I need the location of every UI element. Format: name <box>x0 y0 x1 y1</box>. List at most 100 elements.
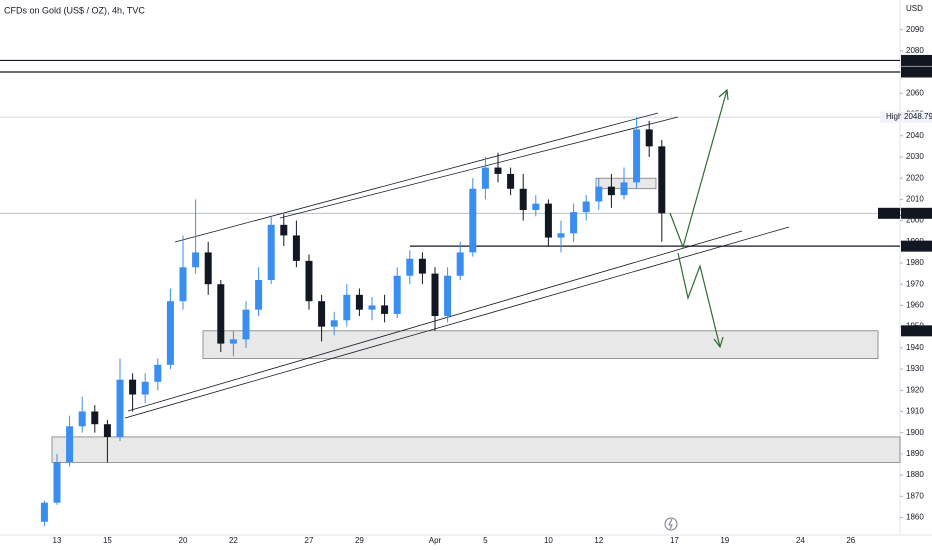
zones <box>51 177 901 463</box>
y-axis-label: USD <box>906 4 923 13</box>
high-tag: High <box>886 112 902 121</box>
candle-body <box>469 188 477 253</box>
candle-body <box>343 294 351 321</box>
candle-body <box>582 201 590 213</box>
candle-body <box>431 273 439 317</box>
y-tick-label: 2020 <box>906 173 924 182</box>
y-tick-label: 2030 <box>906 152 924 161</box>
candle-body <box>595 186 603 202</box>
price-tag: 1948.02 <box>904 326 932 335</box>
candle-body <box>418 258 426 274</box>
trend-line <box>279 116 679 219</box>
x-tick-label: 15 <box>103 536 112 545</box>
x-tick-label: 10 <box>544 536 553 545</box>
x-tick-label: Apr <box>429 536 442 545</box>
high-tag-bg <box>880 111 900 123</box>
candle-body <box>103 424 111 437</box>
candle-body <box>519 188 527 210</box>
candle-body <box>229 339 237 344</box>
candle-body <box>280 224 288 236</box>
candle-body <box>217 284 225 344</box>
candle-body <box>381 305 389 314</box>
zone <box>202 330 879 359</box>
y-tick-label: 1870 <box>906 491 924 500</box>
candle-body <box>305 260 313 302</box>
price-tag-bg <box>901 240 932 252</box>
candle-body <box>242 309 250 340</box>
y-tick-label: 2010 <box>906 194 924 203</box>
candle-body <box>53 462 61 503</box>
candle-body <box>78 411 86 427</box>
candle-body <box>393 275 401 314</box>
candles <box>40 117 666 527</box>
candle-body <box>544 203 552 238</box>
price-tag-bg <box>901 54 932 66</box>
arrowhead <box>718 88 729 101</box>
symbol-tag: GOLD <box>881 208 904 217</box>
x-tick-label: 5 <box>483 536 488 545</box>
y-tick-label: 2080 <box>906 46 924 55</box>
trend-line <box>174 112 659 243</box>
candle-body <box>91 411 99 425</box>
candle-body <box>192 252 200 268</box>
price-tag: 1987.95 <box>904 241 932 250</box>
candle-body <box>204 252 212 285</box>
candle-body <box>645 129 653 147</box>
zone <box>51 436 901 463</box>
icon-circle[interactable] <box>664 517 678 531</box>
candle-body <box>557 233 565 238</box>
candle-body <box>179 267 187 302</box>
candle-body <box>368 305 376 310</box>
candle-body <box>620 182 628 196</box>
y-tick-label: 1880 <box>906 470 924 479</box>
x-tick-label: 29 <box>355 536 364 545</box>
y-tick-label: 1910 <box>906 407 924 416</box>
candle-body <box>154 364 162 382</box>
y-tick-label: 1980 <box>906 258 924 267</box>
candle-body <box>116 379 124 437</box>
x-tick-label: 26 <box>846 536 855 545</box>
candle-body <box>481 167 489 189</box>
chart-title: CFDs on Gold (US$ / OZ), 4h, TVC <box>4 5 145 15</box>
price-tag-bg <box>901 207 932 219</box>
trend-channel <box>124 112 790 419</box>
y-tick-label: 1960 <box>906 301 924 310</box>
price-tag-bg <box>901 66 932 78</box>
x-tick-label: 17 <box>670 536 679 545</box>
candle-body <box>570 212 578 234</box>
candle-body <box>330 320 338 327</box>
replay-icon[interactable] <box>664 517 678 531</box>
y-tick-label: 1900 <box>906 428 924 437</box>
y-tick-label: 2060 <box>906 88 924 97</box>
candle-body <box>494 167 502 174</box>
x-tick-label: 12 <box>594 536 603 545</box>
candle-body <box>607 186 615 196</box>
y-tick-label: 2090 <box>906 25 924 34</box>
candle-body <box>456 252 464 276</box>
price-tag: 2070.06 <box>904 67 932 76</box>
levels <box>0 59 900 247</box>
candle-body <box>129 379 137 395</box>
y-tick-label: 2000 <box>906 216 924 225</box>
price-tags: High 2048.79 GOLD 2003.43 2075.50 2070.06 1987… <box>878 54 932 337</box>
x-tick-label: 27 <box>305 536 314 545</box>
icon-bolt[interactable] <box>668 518 673 530</box>
price-tag: 2075.50 <box>904 56 932 65</box>
trend-line <box>124 226 790 419</box>
y-tick-label: 1970 <box>906 279 924 288</box>
candle-body <box>318 301 326 327</box>
price-tag: 2048.79 <box>904 112 932 121</box>
x-tick-label: 24 <box>796 536 805 545</box>
candle-body <box>66 426 74 463</box>
arrowhead <box>713 336 724 349</box>
x-tick-label: 20 <box>179 536 188 545</box>
candle-body <box>532 203 540 210</box>
candle-body <box>141 381 149 395</box>
candle-body <box>355 294 363 310</box>
y-tick-label: 2040 <box>906 131 924 140</box>
x-tick-label: 22 <box>229 536 238 545</box>
x-tick-label: 13 <box>53 536 62 545</box>
